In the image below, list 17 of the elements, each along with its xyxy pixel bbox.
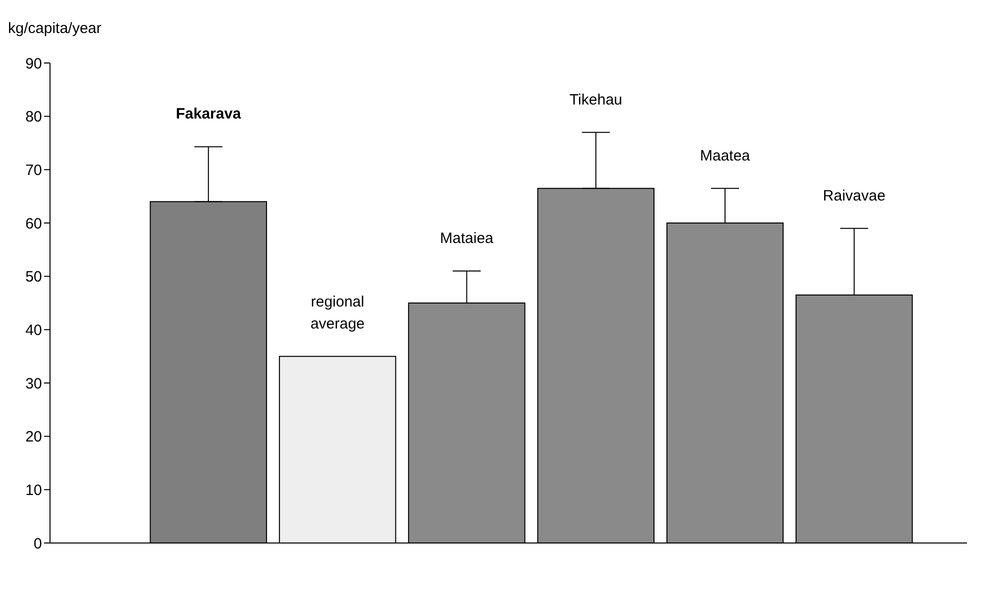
- y-axis-title: kg/capita/year: [8, 20, 102, 37]
- y-tick-label: 10: [25, 482, 42, 499]
- y-tick-label: 30: [25, 375, 42, 392]
- y-tick-label: 60: [25, 215, 42, 232]
- x-tick-label: Mataiea: [440, 230, 494, 247]
- x-tick-label: Fakarava: [176, 106, 242, 123]
- y-tick-label: 40: [25, 322, 42, 339]
- y-tick-label: 90: [25, 55, 42, 72]
- y-tick-label: 50: [25, 268, 42, 286]
- y-tick-label: 70: [25, 162, 42, 179]
- x-tick-label: regional average: [310, 293, 365, 332]
- x-tick-label: Tikehau: [569, 91, 622, 108]
- y-tick-label: 20: [25, 428, 42, 446]
- y-tick-label: 80: [25, 108, 42, 126]
- x-tick-label: Raivavae: [822, 187, 886, 204]
- y-tick-label: 0: [34, 535, 42, 552]
- x-tick-label: Maatea: [700, 147, 751, 164]
